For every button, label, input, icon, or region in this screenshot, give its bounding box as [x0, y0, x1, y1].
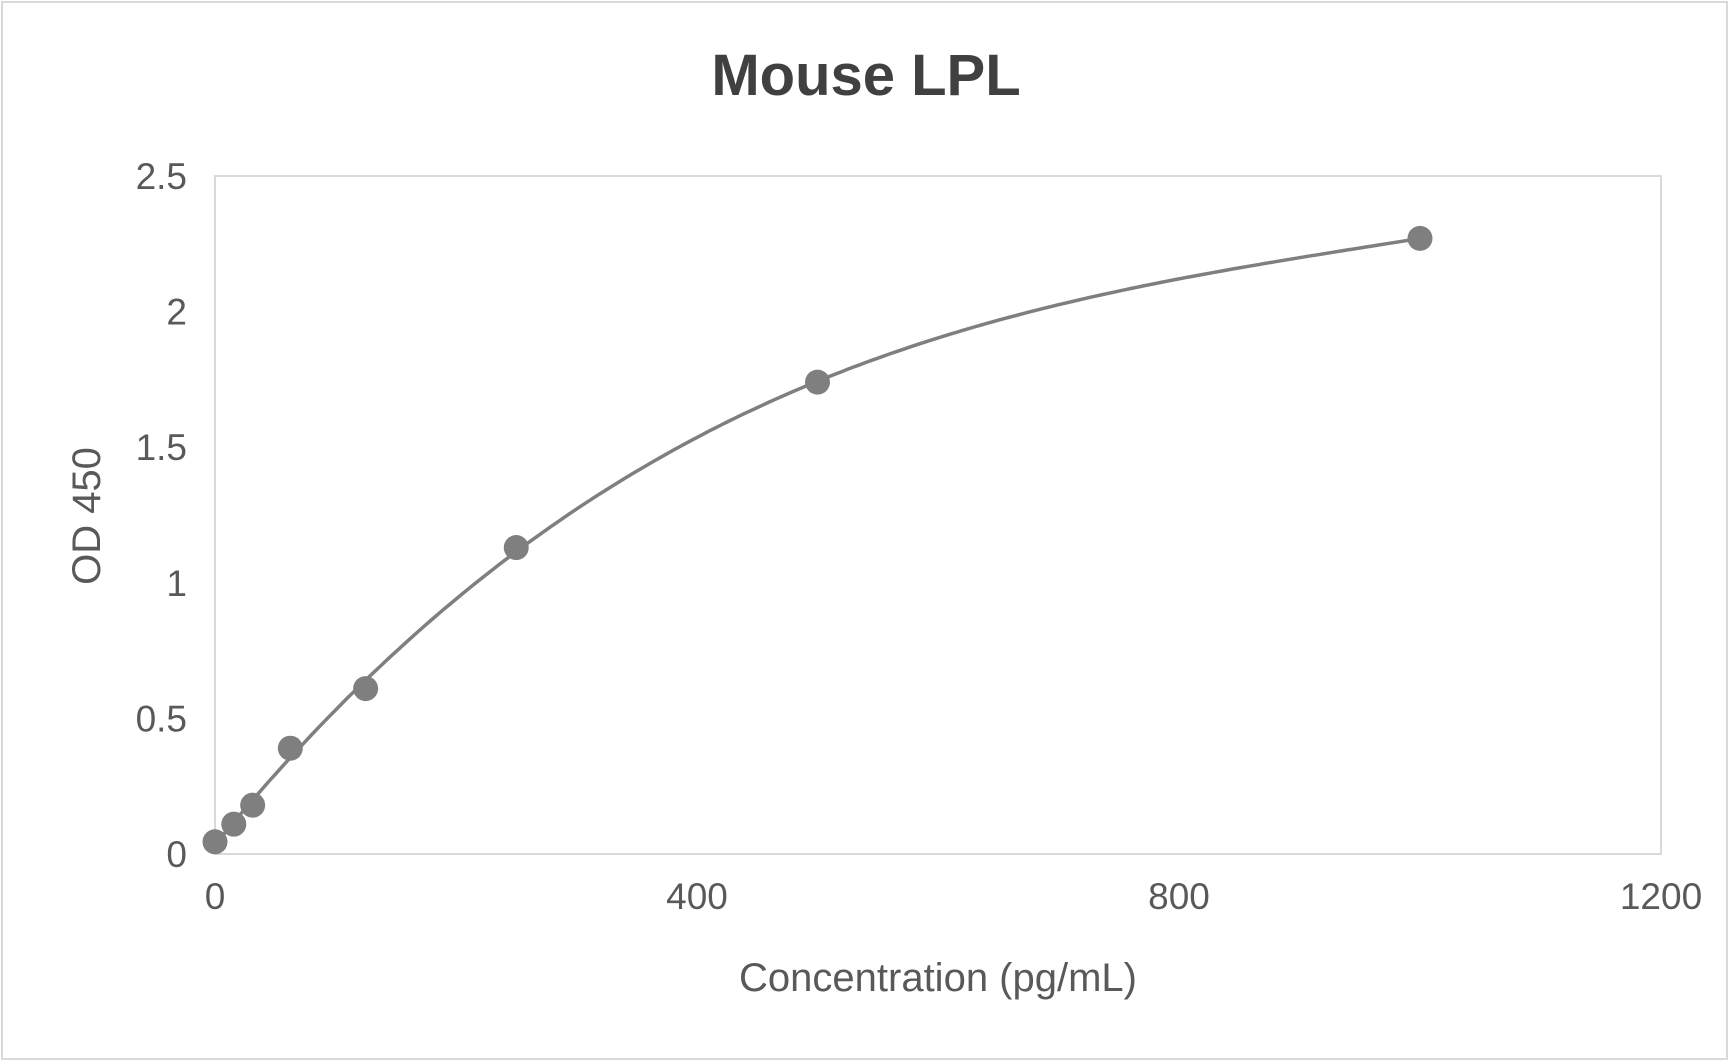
x-tick-label: 0 — [205, 876, 226, 917]
x-tick-label: 800 — [1148, 876, 1210, 917]
y-tick-label: 0.5 — [136, 698, 187, 739]
x-axis-label: Concentration (pg/mL) — [739, 956, 1137, 1000]
trendline — [213, 236, 1421, 846]
data-point — [1407, 225, 1433, 251]
x-tick-label: 400 — [666, 876, 728, 917]
y-tick-label: 2 — [166, 292, 187, 333]
y-axis-label: OD 450 — [65, 447, 109, 585]
y-tick-label: 1 — [166, 563, 187, 604]
data-point — [202, 829, 228, 855]
plot-area — [214, 175, 1662, 855]
x-tick-label: 1200 — [1620, 876, 1702, 917]
data-point — [221, 811, 247, 837]
y-tick-label: 2.5 — [136, 156, 187, 197]
data-point — [240, 792, 266, 818]
y-tick-label: 1.5 — [136, 427, 187, 468]
data-point — [805, 369, 830, 395]
data-point — [277, 735, 303, 761]
y-tick-label: 0 — [166, 834, 187, 875]
data-point — [503, 535, 529, 561]
chart-title: Mouse LPL — [711, 43, 1020, 108]
data-point — [353, 676, 379, 702]
